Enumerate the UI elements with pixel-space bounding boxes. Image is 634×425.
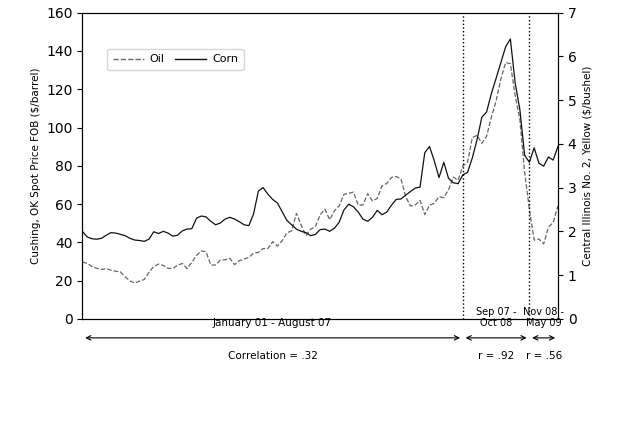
Oil	[502, 60, 510, 65]
Corn	[79, 229, 86, 234]
Oil	[302, 233, 309, 238]
Text: Correlation = .32: Correlation = .32	[228, 351, 318, 361]
Corn	[417, 184, 424, 190]
Corn	[440, 160, 448, 165]
Text: Sep 07 -
Oct 08: Sep 07 - Oct 08	[476, 307, 516, 328]
Corn	[554, 144, 562, 149]
Legend: Oil, Corn: Oil, Corn	[107, 49, 243, 70]
Corn	[112, 230, 119, 235]
Text: r = .56: r = .56	[526, 351, 562, 361]
Oil	[202, 249, 210, 254]
Oil	[112, 269, 119, 274]
Corn	[141, 239, 148, 244]
Corn	[302, 230, 309, 235]
Oil	[79, 260, 86, 265]
Corn	[369, 215, 377, 220]
Corn	[507, 37, 514, 42]
Text: r = .92: r = .92	[478, 351, 514, 361]
Line: Corn: Corn	[82, 39, 558, 241]
Text: Nov 08 -
May 09: Nov 08 - May 09	[523, 307, 564, 328]
Y-axis label: Cushing, OK Spot Price FOB ($/barrel): Cushing, OK Spot Price FOB ($/barrel)	[30, 68, 41, 264]
Oil	[554, 204, 562, 209]
Y-axis label: Central Illinois No. 2, Yellow ($/bushel): Central Illinois No. 2, Yellow ($/bushel…	[582, 65, 592, 266]
Oil	[369, 198, 377, 204]
Text: January 01 - August 07: January 01 - August 07	[213, 318, 332, 328]
Oil	[440, 195, 448, 200]
Corn	[202, 214, 210, 219]
Line: Oil: Oil	[82, 62, 558, 283]
Oil	[417, 198, 424, 203]
Oil	[131, 280, 138, 286]
